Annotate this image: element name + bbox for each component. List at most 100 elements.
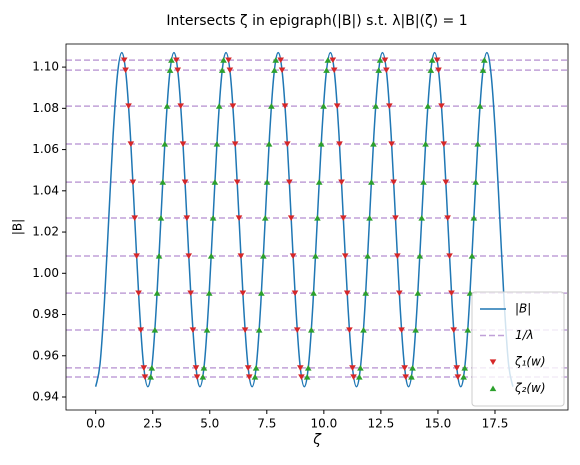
- marker: [226, 67, 234, 74]
- marker: [442, 179, 450, 186]
- marker: [308, 327, 315, 333]
- marker: [340, 215, 347, 222]
- marker: [346, 327, 353, 333]
- marker: [271, 67, 278, 73]
- marker: [231, 141, 239, 147]
- marker: [286, 179, 293, 186]
- marker: [381, 57, 389, 64]
- marker: [454, 374, 462, 380]
- marker: [396, 290, 403, 297]
- y-tick-label: 1.02: [32, 225, 59, 239]
- legend-swatch: [489, 385, 497, 392]
- marker: [137, 327, 145, 333]
- marker: [298, 374, 305, 380]
- marker: [179, 141, 187, 147]
- marker: [364, 253, 371, 259]
- marker: [360, 327, 367, 333]
- legend-label: |B|: [515, 302, 531, 316]
- marker: [324, 57, 332, 63]
- marker: [350, 374, 357, 380]
- marker: [375, 67, 383, 73]
- marker: [330, 67, 338, 74]
- marker: [314, 215, 321, 221]
- marker: [166, 67, 174, 73]
- marker: [390, 179, 397, 186]
- marker: [157, 215, 165, 221]
- marker: [252, 364, 260, 371]
- marker: [241, 327, 249, 333]
- chart-title: Intersects ζ in epigraph(|B|) s.t. λ|B|(…: [166, 13, 467, 29]
- marker: [148, 364, 156, 371]
- x-tick-label: 0.0: [86, 417, 105, 431]
- marker: [440, 141, 448, 147]
- x-tick-label: 17.5: [482, 417, 509, 431]
- marker: [127, 141, 135, 147]
- marker: [181, 179, 189, 186]
- x-tick-label: 12.5: [368, 417, 395, 431]
- marker: [187, 290, 195, 297]
- marker: [153, 290, 161, 296]
- marker: [444, 215, 451, 222]
- y-tick-label: 1.10: [32, 60, 59, 74]
- marker: [362, 290, 370, 296]
- marker: [464, 327, 472, 333]
- marker: [215, 103, 223, 109]
- marker: [336, 141, 343, 147]
- marker: [481, 57, 488, 63]
- marker: [468, 253, 476, 259]
- marker: [368, 179, 375, 185]
- marker: [284, 141, 291, 147]
- marker: [341, 253, 349, 259]
- marker: [268, 103, 275, 109]
- marker: [141, 374, 149, 380]
- legend-box: [471, 291, 565, 407]
- marker: [388, 141, 395, 147]
- marker: [174, 67, 182, 74]
- marker: [461, 364, 469, 371]
- marker: [448, 290, 455, 297]
- marker: [189, 327, 197, 333]
- marker: [408, 374, 415, 380]
- marker: [315, 179, 323, 185]
- marker: [209, 215, 217, 221]
- marker: [272, 57, 280, 63]
- marker: [289, 253, 297, 259]
- marker: [235, 215, 243, 222]
- marker: [151, 327, 159, 333]
- marker: [229, 103, 237, 110]
- marker: [420, 179, 427, 185]
- y-tick-label: 0.98: [32, 307, 59, 321]
- marker: [211, 179, 219, 185]
- x-tick-label: 5.0: [200, 417, 219, 431]
- marker: [225, 57, 232, 64]
- marker: [161, 141, 169, 147]
- marker: [304, 364, 312, 371]
- marker: [418, 215, 426, 221]
- marker: [125, 103, 132, 110]
- marker: [446, 253, 453, 259]
- marker: [205, 290, 213, 296]
- marker: [173, 57, 180, 64]
- marker: [323, 67, 330, 73]
- marker: [218, 67, 226, 73]
- x-tick-label: 10.0: [310, 417, 337, 431]
- marker: [470, 215, 478, 221]
- marker: [244, 365, 252, 371]
- marker: [428, 57, 436, 63]
- y-tick-label: 0.94: [32, 390, 59, 404]
- marker: [438, 103, 445, 110]
- marker: [278, 67, 286, 74]
- marker: [293, 327, 301, 333]
- marker: [422, 141, 429, 147]
- frame: [65, 43, 569, 411]
- marker: [398, 327, 405, 333]
- marker: [472, 179, 479, 185]
- marker: [281, 103, 289, 110]
- marker: [193, 374, 201, 380]
- marker: [460, 374, 467, 380]
- curve: [94, 51, 514, 388]
- marker: [394, 253, 401, 259]
- marker: [310, 290, 317, 296]
